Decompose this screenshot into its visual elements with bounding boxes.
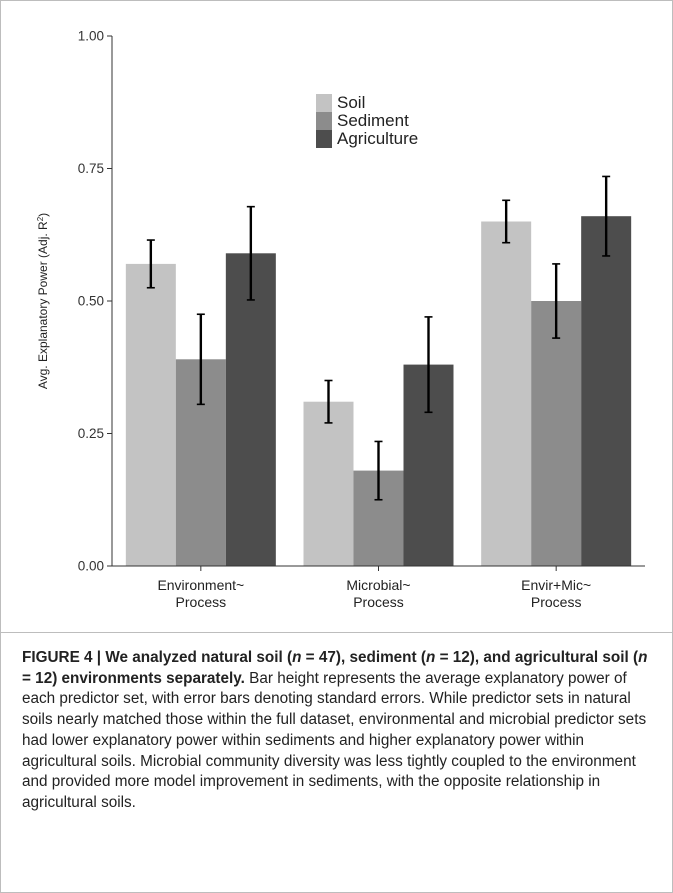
bar-soil [125, 263, 176, 566]
y-tick-label: 0.25 [78, 426, 104, 441]
y-tick-label: 1.00 [78, 29, 104, 44]
top-border [0, 0, 673, 1]
bar-agriculture [225, 253, 276, 567]
bar-sediment [531, 301, 582, 566]
x-tick-label: Environment~ Process [157, 577, 244, 610]
legend-key-soil [316, 94, 332, 112]
y-axis-title-close: ) [36, 213, 50, 217]
caption-n1-var: n [292, 649, 302, 666]
bars-group [125, 175, 632, 567]
caption-body: Bar height represents the average explan… [22, 669, 647, 811]
x-tick-label: Envir+Mic~ Process [521, 577, 591, 610]
caption-n2-var: n [425, 649, 436, 666]
x-tick-label-line: Process [176, 594, 227, 610]
x-tick-label-line: Process [353, 594, 404, 610]
x-tick-label-line: Microbial~ [346, 577, 410, 593]
bar-soil [481, 221, 532, 566]
legend-key-sediment [316, 112, 332, 130]
legend-label-soil: Soil [337, 93, 365, 112]
y-axis: 0.00 0.25 0.50 0.75 1.00 [78, 29, 113, 574]
y-tick-label: 0.50 [78, 294, 104, 309]
caption-label: FIGURE 4 | We analyzed natural soil ( [22, 649, 293, 666]
legend-label-sediment: Sediment [337, 111, 409, 130]
caption-n1-rest: = 47), sediment ( [301, 649, 426, 666]
x-tick-label-line: Environment~ [157, 577, 244, 593]
legend-label-agriculture: Agriculture [337, 129, 418, 148]
bar-soil [303, 401, 354, 566]
y-axis-title-main: Avg. Explanatory Power (Adj. R [36, 221, 50, 389]
bar-chart: Avg. Explanatory Power (Adj. R2) 0.00 0.2… [36, 29, 645, 610]
x-tick-label: Microbial~ Process [346, 577, 410, 610]
legend-key-agriculture [316, 130, 332, 148]
bar-agriculture [581, 216, 632, 566]
caption-n3-rest: = 12) environments separately. [22, 669, 245, 687]
figure-caption: FIGURE 4 | We analyzed natural soil (n =… [22, 648, 657, 814]
y-axis-title-superscript: 2 [36, 216, 45, 221]
x-tick-label-line: Process [531, 594, 582, 610]
x-tick-label-line: Envir+Mic~ [521, 577, 591, 593]
y-axis-title: Avg. Explanatory Power (Adj. R2) [36, 213, 51, 389]
y-tick-label: 0.75 [78, 161, 104, 176]
caption-divider [0, 632, 673, 633]
caption-n3-var: n [638, 649, 648, 666]
y-axis-title-text: Avg. Explanatory Power (Adj. R2) [36, 213, 51, 389]
caption-heading: FIGURE 4 | We analyzed natural soil (n =… [22, 649, 647, 687]
caption-n2-rest: = 12), and agricultural soil ( [435, 649, 639, 666]
y-tick-label: 0.00 [78, 559, 104, 574]
left-border [0, 0, 1, 893]
